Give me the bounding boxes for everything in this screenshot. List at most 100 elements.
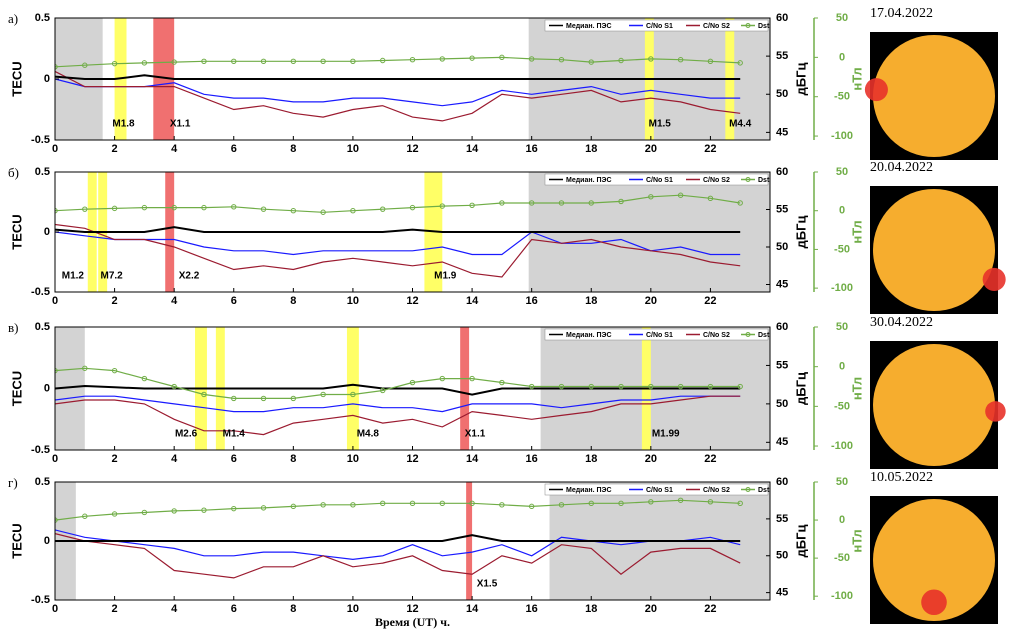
legend-label: C/No S1 <box>646 332 673 339</box>
y2-tick-label: 50 <box>776 88 788 100</box>
flare-spot <box>865 78 888 101</box>
x-tick-label: 12 <box>406 603 418 615</box>
y3-tick-label: 0 <box>839 361 845 373</box>
y3-axis-label: нТл <box>849 67 864 90</box>
y3-axis-label: нТл <box>849 377 864 400</box>
y-tick-label: 0 <box>44 73 50 85</box>
flare-label: M7.2 <box>100 271 123 282</box>
x-tick-label: 14 <box>466 143 479 155</box>
y3-tick-label: -50 <box>834 91 850 103</box>
flare-label: M1.8 <box>112 119 135 130</box>
y3-tick-label: -50 <box>834 552 850 564</box>
y-tick-label: 0.5 <box>35 476 50 488</box>
x-tick-label: 16 <box>526 143 538 155</box>
y3-axis-label: нТл <box>849 220 864 243</box>
y2-tick-label: 60 <box>776 321 788 333</box>
x-tick-label: 20 <box>645 295 657 307</box>
y-tick-label: 0 <box>44 382 50 394</box>
x-tick-label: 2 <box>112 295 118 307</box>
flare-label: M1.99 <box>652 429 680 440</box>
y-axis-label: TECU <box>9 371 24 406</box>
y-tick-label: -0.5 <box>31 594 50 606</box>
x-tick-label: 10 <box>347 453 359 465</box>
y3-tick-label: 50 <box>836 166 848 178</box>
highlight-span <box>165 172 174 292</box>
y2-tick-label: 50 <box>776 550 788 562</box>
flare-label: M1.9 <box>434 271 457 282</box>
x-tick-label: 14 <box>466 453 479 465</box>
y-tick-label: 0 <box>44 226 50 238</box>
legend-label: Медиан. ПЭС <box>566 332 612 339</box>
y3-tick-label: 0 <box>839 514 845 526</box>
x-tick-label: 4 <box>171 295 178 307</box>
x-tick-label: 8 <box>290 143 296 155</box>
y2-tick-label: 45 <box>776 436 788 448</box>
y2-tick-label: 50 <box>776 241 788 253</box>
y2-tick-label: 55 <box>776 359 788 371</box>
x-tick-label: 14 <box>466 603 479 615</box>
y2-tick-label: 50 <box>776 398 788 410</box>
x-tick-label: 22 <box>704 603 716 615</box>
flare-spot <box>921 589 947 615</box>
legend-label: C/No S1 <box>646 487 673 494</box>
y2-tick-label: 45 <box>776 278 788 290</box>
x-tick-label: 4 <box>171 603 178 615</box>
y2-axis-label: дБГц <box>793 63 808 96</box>
image-date: 10.05.2022 <box>870 470 933 485</box>
sun-disk <box>873 189 995 311</box>
y3-tick-label: 50 <box>836 321 848 333</box>
y3-tick-label: 0 <box>839 205 845 217</box>
y3-tick-label: -50 <box>834 243 850 255</box>
y-tick-label: 0.5 <box>35 166 50 178</box>
x-tick-label: 8 <box>290 603 296 615</box>
x-tick-label: 20 <box>645 603 657 615</box>
figure: M1.8X1.1M1.5M4.40246810121416182022-0.50… <box>0 0 1009 641</box>
image-date: 17.04.2022 <box>870 6 933 21</box>
x-tick-label: 0 <box>52 295 58 307</box>
legend-label: Медиан. ПЭС <box>566 177 612 184</box>
x-tick-label: 22 <box>704 295 716 307</box>
legend-label: C/No S1 <box>646 177 673 184</box>
flare-label: M2.6 <box>175 429 198 440</box>
y-tick-label: -0.5 <box>31 286 50 298</box>
y2-tick-label: 60 <box>776 166 788 178</box>
y2-tick-label: 55 <box>776 50 788 62</box>
x-tick-label: 6 <box>231 143 237 155</box>
y2-tick-label: 60 <box>776 476 788 488</box>
x-tick-label: 20 <box>645 453 657 465</box>
x-tick-label: 0 <box>52 143 58 155</box>
legend-label: C/No S2 <box>703 332 730 339</box>
x-tick-label: 6 <box>231 453 237 465</box>
flare-label: M4.4 <box>729 119 752 130</box>
x-tick-label: 6 <box>231 295 237 307</box>
y2-tick-label: 60 <box>776 12 788 24</box>
legend-label: Dst <box>758 332 770 339</box>
y2-tick-label: 45 <box>776 587 788 599</box>
x-tick-label: 22 <box>704 143 716 155</box>
y2-axis-label: дБГц <box>793 525 808 558</box>
x-tick-label: 16 <box>526 295 538 307</box>
y2-tick-label: 55 <box>776 203 788 215</box>
x-tick-label: 12 <box>406 295 418 307</box>
legend-label: C/No S2 <box>703 487 730 494</box>
x-tick-label: 10 <box>347 143 359 155</box>
y-tick-label: 0.5 <box>35 12 50 24</box>
x-tick-label: 10 <box>347 295 359 307</box>
flare-label: X1.5 <box>477 579 498 590</box>
flare-label: M1.2 <box>62 271 85 282</box>
legend-label: Медиан. ПЭС <box>566 487 612 494</box>
x-tick-label: 14 <box>466 295 479 307</box>
image-date: 30.04.2022 <box>870 315 933 330</box>
x-tick-label: 8 <box>290 295 296 307</box>
legend-label: C/No S2 <box>703 177 730 184</box>
x-tick-label: 4 <box>171 453 178 465</box>
x-tick-label: 16 <box>526 603 538 615</box>
x-tick-label: 0 <box>52 453 58 465</box>
y3-axis-label: нТл <box>849 529 864 552</box>
plot-area <box>53 172 770 292</box>
y3-tick-label: 50 <box>836 12 848 24</box>
flare-label: X1.1 <box>170 119 191 130</box>
x-tick-label: 22 <box>704 453 716 465</box>
x-tick-label: 18 <box>585 143 597 155</box>
panel-label: а) <box>8 11 18 26</box>
